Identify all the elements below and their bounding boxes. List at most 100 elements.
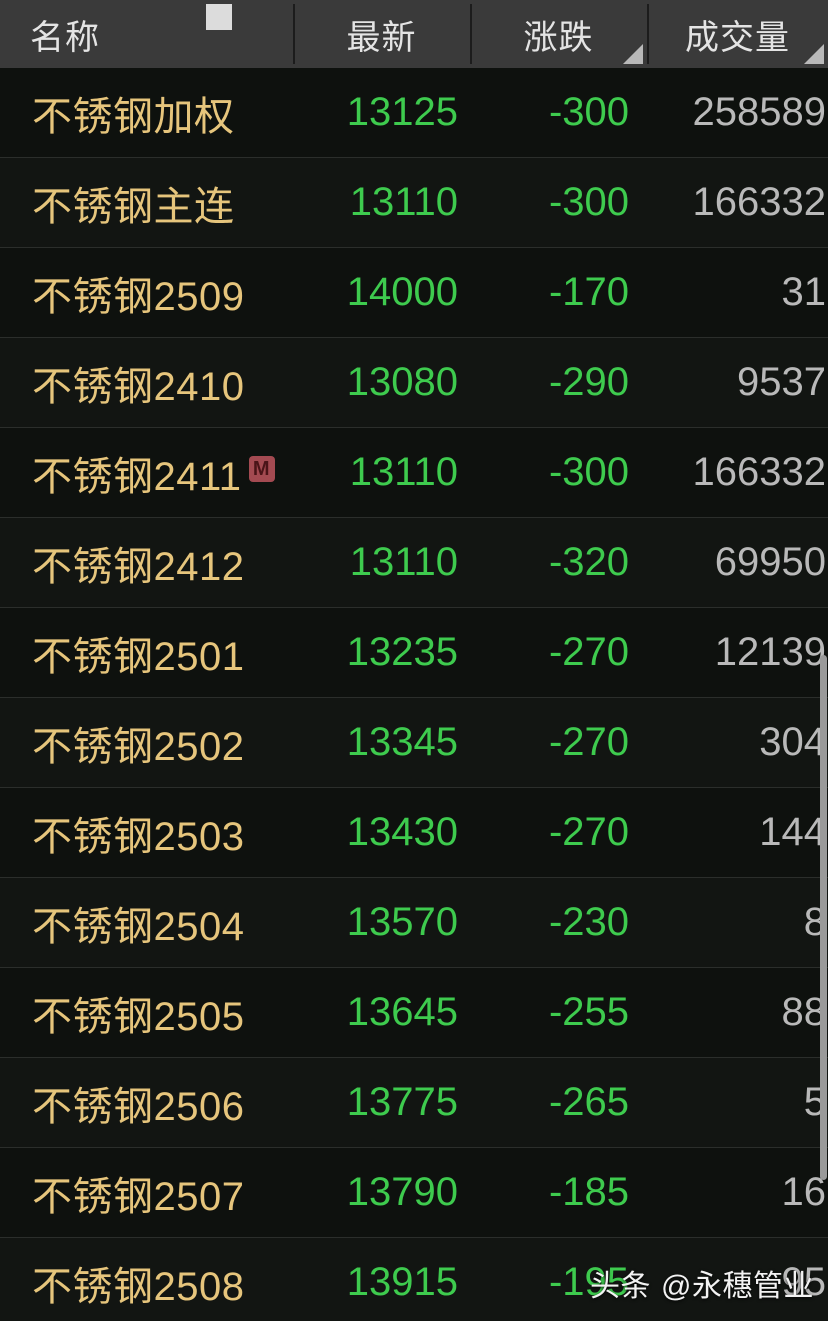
cell-change: -300	[548, 450, 629, 494]
cell-last-price: 13645	[346, 990, 458, 1034]
cell-last-price: 13110	[349, 540, 458, 584]
cell-instrument-name: 不锈钢2505	[0, 968, 293, 1058]
cell-volume: 95	[781, 1260, 827, 1304]
table-row[interactable]: 不锈钢2507 13790 -185 16	[0, 1148, 828, 1238]
instrument-name-label: 不锈钢主连	[32, 184, 235, 229]
table-row[interactable]: 不锈钢2412 13110 -320 69950	[0, 518, 828, 608]
main-contract-badge: M	[248, 455, 275, 482]
vertical-scrollbar[interactable]	[820, 71, 827, 1321]
instrument-name-label: 不锈钢2502	[32, 724, 245, 769]
cell-volume: 304	[759, 720, 826, 764]
cell-volume: 88	[781, 990, 827, 1034]
table-row[interactable]: 不锈钢2411 M 13110 -300 166332	[0, 428, 828, 518]
column-header-name[interactable]: 名称	[0, 0, 293, 68]
table-row[interactable]: 不锈钢加权 13125 -300 258589	[0, 68, 828, 158]
cell-instrument-name: 不锈钢2506	[0, 1058, 293, 1148]
table-row[interactable]: 不锈钢2503 13430 -270 144	[0, 788, 828, 878]
table-row[interactable]: 不锈钢主连 13110 -300 166332	[0, 158, 828, 248]
instrument-name-label: 不锈钢加权	[32, 94, 235, 139]
cell-volume: 8	[803, 900, 826, 944]
cell-last-price: 13080	[346, 360, 458, 404]
cell-volume: 12139	[714, 630, 826, 674]
cell-volume: 166332	[692, 450, 826, 494]
grid-icon-square-1	[219, 17, 232, 30]
cell-change: -270	[548, 720, 629, 764]
cell-last-price: 13345	[346, 720, 458, 764]
column-header-volume[interactable]: 成交量	[647, 0, 828, 68]
instrument-name-label: 不锈钢2508	[32, 1264, 245, 1309]
instrument-name-label: 不锈钢2410	[32, 364, 245, 409]
sort-indicator-icon	[623, 44, 643, 64]
cell-change: -270	[548, 810, 629, 854]
column-header-change[interactable]: 涨跌	[470, 0, 647, 68]
table-row[interactable]: 不锈钢2505 13645 -255 88	[0, 968, 828, 1058]
cell-last-price: 13790	[346, 1170, 458, 1214]
cell-last-price: 13430	[346, 810, 458, 854]
cell-volume: 258589	[692, 90, 826, 134]
instrument-name-label: 不锈钢2501	[32, 634, 245, 679]
instrument-name-label: 不锈钢2411	[32, 454, 242, 499]
grid-icon-button[interactable]	[206, 4, 253, 51]
cell-volume: 16	[781, 1170, 827, 1214]
column-header-change-label: 涨跌	[523, 18, 594, 57]
cell-last-price: 13110	[349, 180, 458, 224]
cell-last-price: 13915	[346, 1260, 458, 1304]
cell-change: -170	[548, 270, 629, 314]
instrument-name-label: 不锈钢2505	[32, 994, 245, 1039]
instrument-name-label: 不锈钢2509	[32, 274, 245, 319]
column-header-volume-label: 成交量	[685, 18, 790, 57]
cell-change: -255	[548, 990, 629, 1034]
grid-icon-square-4	[206, 4, 219, 17]
cell-instrument-name: 不锈钢2501	[0, 608, 293, 698]
table-row[interactable]: 不锈钢2509 14000 -170 31	[0, 248, 828, 338]
cell-instrument-name: 不锈钢2504	[0, 878, 293, 968]
table-row[interactable]: 不锈钢2410 13080 -290 9537	[0, 338, 828, 428]
cell-last-price: 13235	[346, 630, 458, 674]
cell-volume: 144	[759, 810, 826, 854]
cell-change: -290	[548, 360, 629, 404]
cell-volume: 5	[803, 1080, 826, 1124]
cell-change: -185	[548, 1170, 629, 1214]
cell-change: -270	[548, 630, 629, 674]
cell-change: -300	[548, 180, 629, 224]
cell-last-price: 13125	[346, 90, 458, 134]
cell-instrument-name: 不锈钢2502	[0, 698, 293, 788]
instrument-name-label: 不锈钢2504	[32, 904, 245, 949]
cell-instrument-name: 不锈钢2412	[0, 518, 293, 608]
instrument-name-label: 不锈钢2503	[32, 814, 245, 859]
table-row[interactable]: 不锈钢2504 13570 -230 8	[0, 878, 828, 968]
instrument-name-label: 不锈钢2507	[32, 1174, 245, 1219]
cell-instrument-name: 不锈钢2411 M	[0, 428, 293, 518]
table-row[interactable]: 不锈钢2502 13345 -270 304	[0, 698, 828, 788]
cell-instrument-name: 不锈钢2509	[0, 248, 293, 338]
cell-change: -320	[548, 540, 629, 584]
column-header-last[interactable]: 最新	[293, 0, 470, 68]
cell-change: -230	[548, 900, 629, 944]
cell-change: -195	[548, 1260, 629, 1304]
scrollbar-thumb[interactable]	[820, 655, 827, 1180]
cell-volume: 166332	[692, 180, 826, 224]
cell-last-price: 13775	[346, 1080, 458, 1124]
cell-last-price: 13110	[349, 450, 458, 494]
table-row[interactable]: 不锈钢2508 13915 -195 95	[0, 1238, 828, 1321]
quote-rows: 不锈钢加权 13125 -300 258589 不锈钢主连 13110 -300 166332…	[0, 68, 828, 1321]
table-row[interactable]: 不锈钢2506 13775 -265 5	[0, 1058, 828, 1148]
table-header: 名称 最新 涨跌 成交量	[0, 0, 828, 71]
column-header-last-label: 最新	[346, 18, 417, 57]
grid-icon-square-2	[206, 17, 219, 30]
grid-icon-square-3	[219, 4, 232, 17]
cell-last-price: 14000	[346, 270, 458, 314]
column-header-name-label: 名称	[30, 18, 100, 57]
cell-volume: 31	[781, 270, 827, 314]
cell-volume: 69950	[714, 540, 826, 584]
cell-instrument-name: 不锈钢2507	[0, 1148, 293, 1238]
table-row[interactable]: 不锈钢2501 13235 -270 12139	[0, 608, 828, 698]
cell-last-price: 13570	[346, 900, 458, 944]
instrument-name-label: 不锈钢2412	[32, 544, 245, 589]
cell-change: -300	[548, 90, 629, 134]
cell-instrument-name: 不锈钢2410	[0, 338, 293, 428]
cell-instrument-name: 不锈钢主连	[0, 158, 293, 248]
sort-indicator-icon	[804, 44, 824, 64]
cell-change: -265	[548, 1080, 629, 1124]
